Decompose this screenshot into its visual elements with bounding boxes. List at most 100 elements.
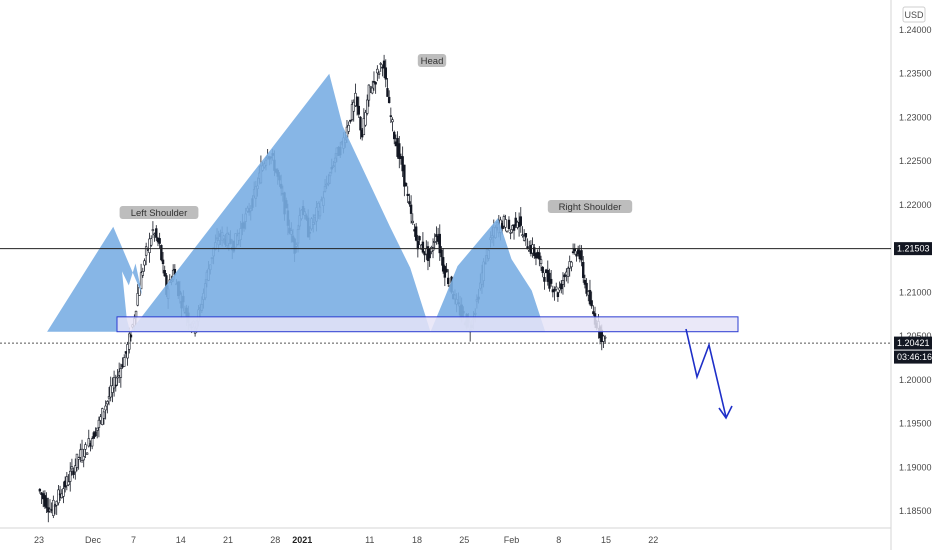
candle-body <box>441 257 445 272</box>
head-and-shoulders-pattern[interactable] <box>47 73 546 332</box>
projection-arrowhead <box>718 405 733 420</box>
candle-body <box>67 481 70 486</box>
candle-body <box>590 300 593 307</box>
candle-body <box>445 268 448 273</box>
candle-body <box>155 228 158 238</box>
candle-body <box>403 164 406 187</box>
pattern-shape <box>47 73 546 332</box>
candle-body <box>38 488 42 492</box>
candle-body <box>65 476 69 486</box>
candle-body <box>114 384 117 387</box>
price-tick-label: 1.18500 <box>899 506 932 516</box>
candle-body <box>440 249 443 258</box>
candle-body <box>80 448 84 461</box>
time-tick-label: 18 <box>412 535 422 545</box>
candle-body <box>603 336 607 339</box>
candle-body <box>556 292 560 297</box>
price-tick-label: 1.19000 <box>899 462 932 472</box>
pattern-label-bg <box>547 200 633 213</box>
pattern-label: Left Shoulder <box>131 208 188 219</box>
candle-body <box>433 241 436 243</box>
candle-body <box>553 288 556 292</box>
candle-body <box>541 266 544 273</box>
candle-body <box>421 241 425 253</box>
candle-body <box>70 466 74 470</box>
candle-body <box>369 86 372 88</box>
candle-body <box>151 229 155 232</box>
current-price-label: 1.20421 <box>897 338 930 348</box>
candle-body <box>538 252 541 260</box>
candle-body <box>506 230 509 233</box>
candle-body <box>158 238 161 244</box>
candle-body <box>366 99 369 114</box>
candle-body <box>160 245 163 261</box>
candle-body <box>84 444 87 450</box>
candle-body <box>414 226 418 241</box>
candle-body <box>555 286 558 290</box>
projection-arrow[interactable] <box>685 328 733 420</box>
candle-body <box>539 259 543 265</box>
candle-body <box>387 96 391 104</box>
candle-body <box>45 497 48 509</box>
candle-body <box>75 453 79 468</box>
candle-body <box>97 419 101 428</box>
price-tick-label: 1.24000 <box>899 25 932 35</box>
candle-body <box>52 499 55 516</box>
candle-body <box>549 278 553 284</box>
candle-body <box>82 456 85 461</box>
currency-badge[interactable]: USD <box>902 6 926 23</box>
candle-body <box>438 233 441 254</box>
candle-body <box>128 333 131 350</box>
candle-body <box>123 357 126 367</box>
candle-body <box>504 219 507 228</box>
pattern-labels: Left Shoulder Head Right Shoulder <box>119 54 633 219</box>
pattern-label: Right Shoulder <box>559 202 622 213</box>
price-tick-label: 1.22000 <box>899 200 932 210</box>
current-price-tag: 1.20421 03:46:16 <box>894 336 932 364</box>
candle-body <box>377 72 381 75</box>
candle-body <box>411 220 414 223</box>
candle-body <box>393 131 396 140</box>
price-tick-label: 1.20500 <box>899 331 932 341</box>
candle-body <box>509 231 512 234</box>
time-tick-label: 28 <box>270 535 280 545</box>
price-tick-label: 1.20000 <box>899 375 932 385</box>
candle-body <box>355 96 359 107</box>
candle-body <box>94 431 97 437</box>
candle-body <box>580 250 583 261</box>
candle-body <box>144 246 148 256</box>
candle-body <box>126 344 129 359</box>
candle-body <box>136 293 139 306</box>
time-tick-label: 11 <box>365 535 374 545</box>
candle-body <box>371 87 374 94</box>
hline-price-tag: 1.21503 <box>894 242 932 256</box>
pattern-label: Head <box>421 56 444 67</box>
price-tick-label: 1.22500 <box>899 156 932 166</box>
currency-label: USD <box>904 10 924 20</box>
candle-body <box>139 272 143 290</box>
candle-body <box>592 311 595 315</box>
price-tick-label: 1.19500 <box>899 419 932 429</box>
candle-body <box>543 277 546 282</box>
candle-body <box>106 401 109 405</box>
candle-body <box>357 105 360 115</box>
time-tick-label: 2021 <box>292 535 312 545</box>
candle-body <box>522 235 526 241</box>
candle-body <box>347 125 350 132</box>
neckline-support-zone[interactable] <box>116 316 739 333</box>
candle-body <box>150 238 153 246</box>
candle-body <box>602 335 605 342</box>
candle-body <box>141 271 144 276</box>
candle-body <box>57 489 60 504</box>
candle-body <box>116 376 119 379</box>
price-tick-label: 1.23500 <box>899 69 932 79</box>
candle-body <box>563 274 566 278</box>
candle-body <box>374 82 377 85</box>
candle-body <box>74 465 77 473</box>
candle-body <box>409 204 413 214</box>
candle-body <box>386 88 389 97</box>
candle-body <box>55 500 58 506</box>
candle-body <box>350 104 354 120</box>
candle-body <box>588 289 592 305</box>
